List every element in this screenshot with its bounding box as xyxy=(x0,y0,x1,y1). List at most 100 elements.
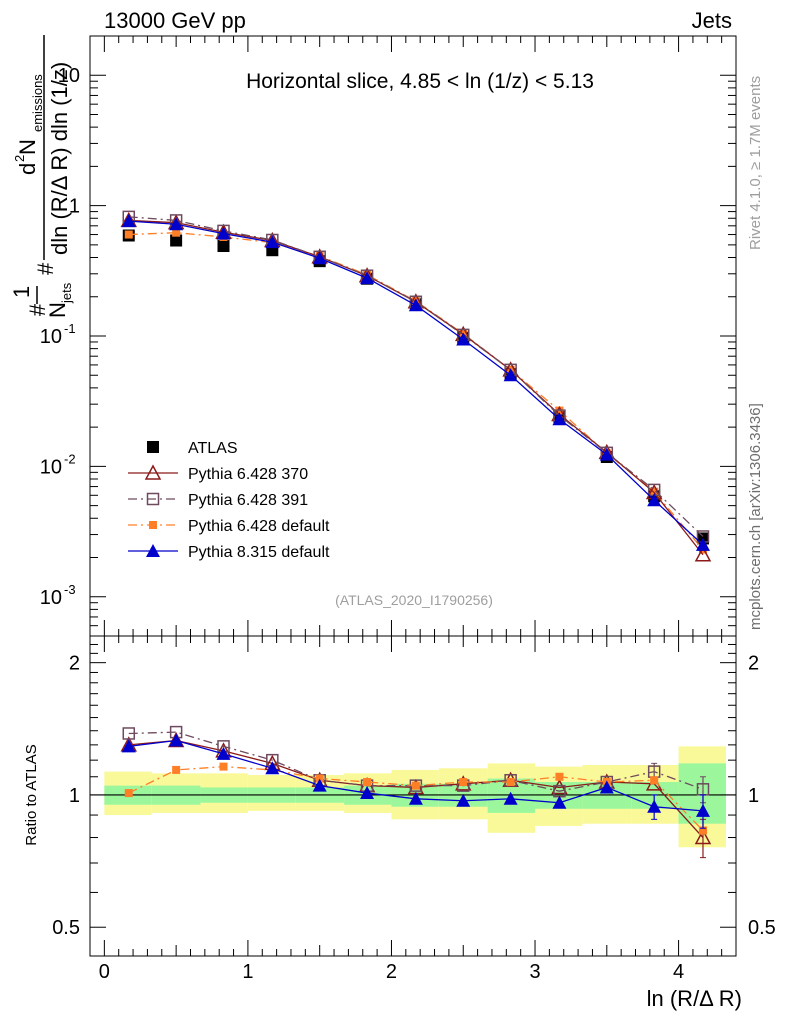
main-y-tick-label: 10 xyxy=(40,456,62,478)
ratio-point-pythia-8-315-default xyxy=(647,799,662,813)
ratio-point-pythia-6-428-default xyxy=(363,778,372,787)
x-tick-label: 1 xyxy=(242,961,253,983)
ratio-point-pythia-6-428-370 xyxy=(694,828,712,845)
main-plot-frame xyxy=(89,35,737,637)
ratio-y-tick-label-right: 1 xyxy=(748,785,759,807)
data-point-pythia-8-315-default xyxy=(216,226,231,240)
ratio-point-pythia-6-428-default xyxy=(219,762,228,771)
x-tick-label: 0 xyxy=(99,961,110,983)
legend-marker-pythia-6-428-default xyxy=(149,521,157,529)
ratio-y-axis-label: Ratio to ATLAS xyxy=(23,744,40,845)
x-tick-label: 4 xyxy=(673,961,684,983)
ylabel-d2: d xyxy=(15,163,40,175)
ratio-point-pythia-8-315-default xyxy=(408,791,423,805)
analysis-watermark: (ATLAS_2020_I1790256) xyxy=(335,592,493,608)
ratio-point-pythia-8-315-default xyxy=(169,733,184,747)
ratio-y-tick-label-right: 2 xyxy=(748,653,759,675)
x-tick-label: 3 xyxy=(529,961,540,983)
ratio-point-pythia-6-428-370 xyxy=(551,778,568,795)
main-y-tick-exponent: -1 xyxy=(64,321,76,336)
data-point-pythia-8-315-default xyxy=(312,251,327,265)
ratio-y-tick-label: 2 xyxy=(69,653,80,675)
main-y-tick-exponent: -2 xyxy=(64,451,76,466)
data-point-pythia-8-315-default xyxy=(503,368,518,382)
ratio-point-pythia-6-428-default xyxy=(650,776,659,785)
ylabel-hash1: # xyxy=(25,303,50,316)
data-point-pythia-8-315-default xyxy=(265,235,280,249)
data-point-atlas xyxy=(170,234,183,247)
main-y-tick-label: 10 xyxy=(40,587,62,609)
ratio-point-pythia-6-428-default xyxy=(172,765,181,774)
mcplots-label: mcplots.cern.ch [arXiv:1306.3436] xyxy=(747,403,764,630)
ratio-point-pythia-8-315-default xyxy=(121,739,136,753)
data-point-pythia-6-428-370 xyxy=(694,546,712,562)
data-point-pythia-6-428-default xyxy=(124,230,133,239)
legend-marker-pythia-6-428-391 xyxy=(146,492,160,506)
legend: ATLAS Pythia 6.428 370 Pythia 6.428 391 Pyt… xyxy=(128,440,330,561)
series-line-pythia-6-428-391 xyxy=(128,216,704,537)
main-plot-panel: Horizontal slice, 4.85 < ln (1/z) < 5.13… xyxy=(40,35,737,637)
ylabel-d2-sup: 2 xyxy=(12,155,27,162)
main-y-tick-exponent: -3 xyxy=(64,582,76,597)
data-point-pythia-8-315-default xyxy=(647,493,662,507)
rivet-label: Rivet 4.1.0, ≥ 1.7M events xyxy=(747,76,764,250)
data-point-pythia-6-428-default xyxy=(650,487,659,496)
ratio-point-pythia-8-315-default xyxy=(265,761,280,775)
main-y-tick-label: 10 xyxy=(58,65,80,87)
ylabel-njets-sub: jets xyxy=(59,282,74,304)
data-point-pythia-8-315-default xyxy=(599,447,614,461)
ratio-point-pythia-8-315-default xyxy=(695,803,710,817)
ratio-point-pythia-6-428-default xyxy=(124,789,133,798)
ratio-point-pythia-8-315-default xyxy=(503,791,518,805)
ylabel-one: 1 xyxy=(9,286,34,298)
ylabel-njets: N xyxy=(45,302,70,318)
ylabel-hash2: # xyxy=(33,262,58,275)
ratio-point-pythia-8-315-default xyxy=(456,793,471,807)
legend-marker-pythia-6-428-370 xyxy=(144,464,162,480)
ratio-point-pythia-6-428-default xyxy=(698,826,707,835)
ratio-point-pythia-6-428-default xyxy=(411,781,420,790)
data-point-pythia-6-428-default xyxy=(172,228,181,237)
ratio-plot-frame xyxy=(89,635,737,957)
ylabel-denominator: dln (R/Δ R) dln (1/z) xyxy=(47,62,72,255)
x-tick-label: 2 xyxy=(386,961,397,983)
data-point-pythia-8-315-default xyxy=(169,217,184,231)
ratio-point-pythia-8-315-default xyxy=(599,780,614,794)
energy-label: 13000 GeV pp xyxy=(104,8,246,33)
svg-text:#: # xyxy=(25,303,50,316)
ratio-point-pythia-6-428-default xyxy=(555,772,564,781)
ratio-point-pythia-8-315-default xyxy=(360,786,375,800)
ratio-y-tick-label-right: 0.5 xyxy=(748,917,776,939)
legend-label-atlas: ATLAS xyxy=(188,440,238,457)
data-point-atlas xyxy=(217,240,230,253)
main-y-axis-label: # 1 N jets # d 2 N emissions dln (R/Δ R)… xyxy=(9,35,74,318)
main-y-tick-label: 1 xyxy=(69,196,80,218)
x-axis-label: ln (R/Δ R) xyxy=(647,986,742,1011)
data-point-pythia-8-315-default xyxy=(695,537,710,551)
legend-marker-atlas xyxy=(147,441,159,453)
legend-label-pythia-6-428-default: Pythia 6.428 default xyxy=(188,518,330,535)
legend-marker-pythia-8-315-default xyxy=(146,544,160,557)
data-point-pythia-8-315-default xyxy=(121,214,136,228)
jets-label: Jets xyxy=(692,8,732,33)
ratio-point-pythia-8-315-default xyxy=(312,778,327,792)
legend-label-pythia-6-428-391: Pythia 6.428 391 xyxy=(188,492,308,509)
data-point-pythia-8-315-default xyxy=(552,412,567,426)
legend-label-pythia-8-315-default: Pythia 8.315 default xyxy=(188,544,330,561)
data-point-pythia-8-315-default xyxy=(408,298,423,312)
legend-label-pythia-6-428-370: Pythia 6.428 370 xyxy=(188,466,308,483)
ratio-point-pythia-6-428-default xyxy=(459,778,468,787)
ratio-point-pythia-8-315-default xyxy=(216,746,231,760)
ratio-plot-panel: 0.5 0.5 1 1 2 2 0 1 2 3 4 Ratio to ATLAS ln (R/Δ … xyxy=(23,635,776,1011)
ratio-point-pythia-6-428-default xyxy=(315,774,324,783)
ratio-point-pythia-6-428-391 xyxy=(122,727,136,740)
ratio-point-pythia-8-315-default xyxy=(552,795,567,809)
ratio-y-tick-label: 1 xyxy=(69,785,80,807)
data-point-pythia-8-315-default xyxy=(456,332,471,346)
plot-title: Horizontal slice, 4.85 < ln (1/z) < 5.13 xyxy=(246,70,594,93)
data-point-pythia-8-315-default xyxy=(360,271,375,285)
ratio-point-pythia-6-428-default xyxy=(506,778,515,787)
ratio-y-tick-label: 0.5 xyxy=(52,917,80,939)
ylabel-n-sub: emissions xyxy=(30,74,45,132)
